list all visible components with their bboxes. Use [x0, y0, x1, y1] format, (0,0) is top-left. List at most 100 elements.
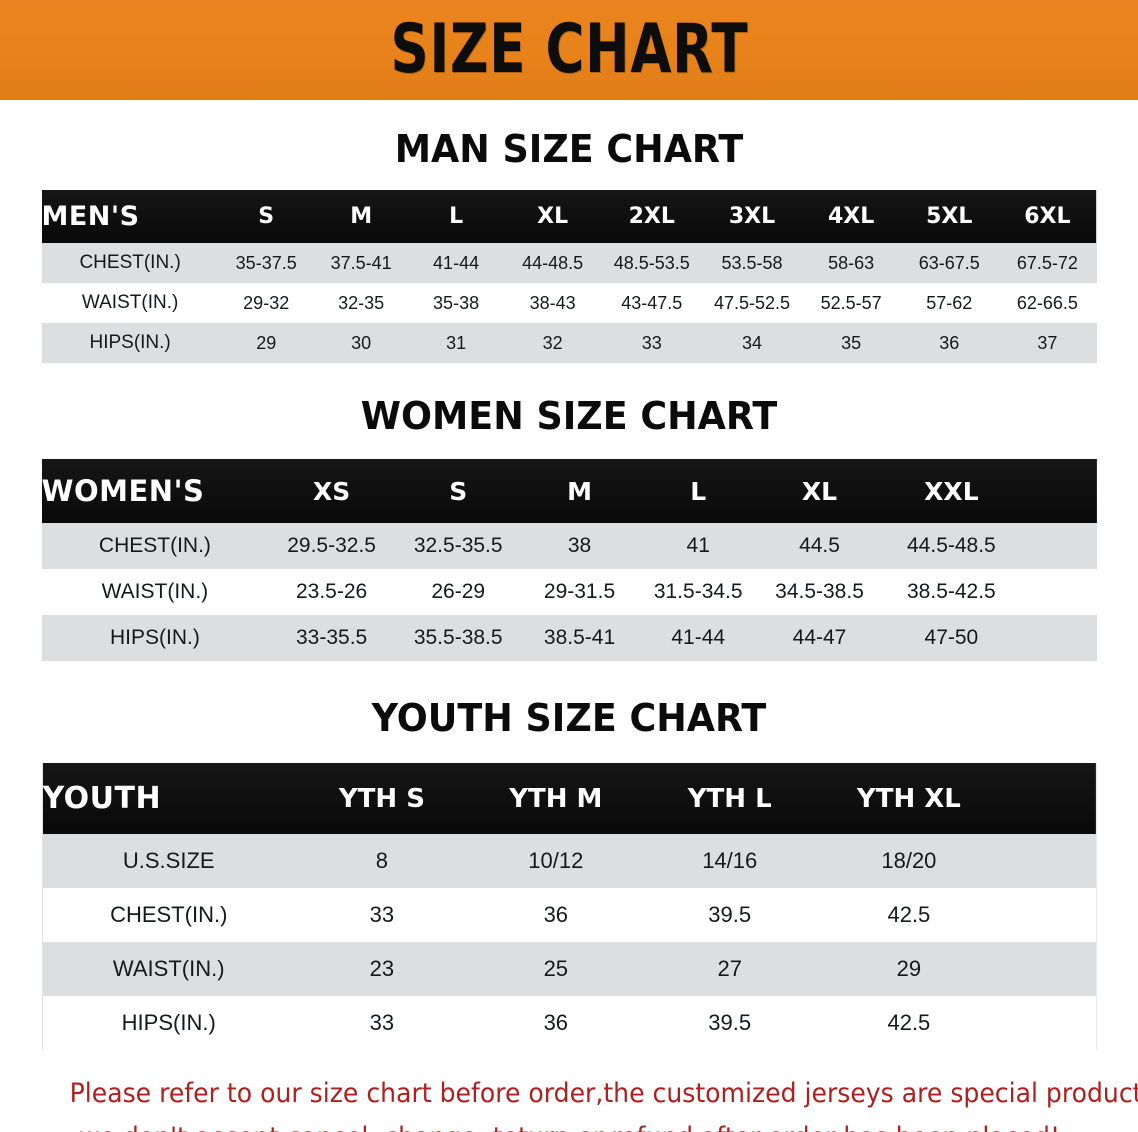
table-cell: 43-47.5 — [621, 292, 683, 313]
table-cell: 48.5-53.5 — [613, 252, 690, 273]
table-cell: 36 — [939, 332, 960, 353]
table-cell: 41-44 — [671, 626, 726, 649]
youth-col-m: YTH M — [509, 783, 603, 814]
man-col-l: L — [449, 204, 464, 229]
table-cell: 41-44 — [433, 252, 480, 273]
table-cell: 67.5-72 — [1016, 252, 1078, 273]
table-cell: 41 — [686, 534, 710, 557]
table-cell: 35-37.5 — [235, 252, 297, 273]
women-col-spacer — [1023, 459, 1097, 523]
table-cell: 57-62 — [926, 292, 973, 313]
table-cell-spacer — [1001, 834, 1096, 888]
man-col-5xl: 5XL — [926, 204, 973, 229]
table-cell-spacer — [1023, 523, 1097, 569]
table-row: CHEST(IN.) 35-37.5 37.5-41 41-44 44-48.5… — [41, 243, 1097, 283]
youth-col-xl: YTH XL — [856, 783, 961, 814]
table-cell: 35 — [841, 332, 862, 353]
table-row: WAIST(IN.) 29-32 32-35 35-38 38-43 43-47… — [41, 283, 1097, 323]
youth-size-table: YOUTH YTH S YTH M YTH L YTH XL U.S.SIZE … — [41, 763, 1097, 1050]
table-cell: 25 — [543, 956, 569, 981]
table-cell: 47-50 — [924, 626, 979, 649]
man-col-3xl: 3XL — [728, 204, 776, 229]
table-cell: 36 — [543, 902, 569, 927]
table-cell: 38.5-42.5 — [907, 580, 996, 603]
table-cell: 63-67.5 — [918, 252, 980, 273]
table-cell-spacer — [1001, 888, 1096, 942]
youth-row-label-waist: WAIST(IN.) — [112, 956, 225, 981]
page-title: SIZE CHART — [390, 10, 748, 89]
table-cell: 42.5 — [887, 902, 931, 927]
table-cell: 29.5-32.5 — [287, 534, 376, 557]
disclaimer-line-2: we don't accept cancel, change, teturn o… — [69, 1116, 1069, 1132]
man-table-wrap: MEN'S S M L XL 2XL 3XL 4XL 5XL 6XL CHEST… — [41, 190, 1097, 363]
table-cell: 36 — [543, 1010, 569, 1035]
table-cell: 33 — [641, 332, 662, 353]
table-row: HIPS(IN.) 33-35.5 35.5-38.5 38.5-41 41-4… — [41, 615, 1097, 661]
table-cell: 30 — [351, 332, 372, 353]
man-size-table: MEN'S S M L XL 2XL 3XL 4XL 5XL 6XL CHEST… — [41, 190, 1097, 363]
women-col-m: M — [567, 476, 592, 506]
table-cell: 53.5-58 — [721, 252, 783, 273]
table-row: WAIST(IN.) 23.5-26 26-29 29-31.5 31.5-34… — [41, 569, 1097, 615]
table-row: WAIST(IN.) 23 25 27 29 — [42, 942, 1096, 996]
table-cell: 29 — [896, 956, 922, 981]
youth-section-title: YOUTH SIZE CHART — [371, 696, 767, 740]
women-section-title: WOMEN SIZE CHART — [360, 394, 778, 438]
table-cell: 38-43 — [529, 292, 576, 313]
table-cell: 26-29 — [431, 580, 486, 603]
table-row: CHEST(IN.) 29.5-32.5 32.5-35.5 38 41 44.… — [41, 523, 1097, 569]
table-cell: 23.5-26 — [295, 580, 368, 603]
table-cell: 29-31.5 — [543, 580, 616, 603]
youth-row-label-hips: HIPS(IN.) — [121, 1010, 216, 1035]
table-cell: 39.5 — [708, 1010, 752, 1035]
women-row-label-chest: CHEST(IN.) — [98, 534, 211, 557]
table-cell: 38.5-41 — [543, 626, 616, 649]
man-header-row: MEN'S S M L XL 2XL 3XL 4XL 5XL 6XL — [41, 190, 1097, 243]
man-col-6xl: 6XL — [1024, 204, 1071, 229]
women-col-xl: XL — [801, 476, 838, 506]
table-cell: 8 — [375, 848, 389, 873]
women-col-l: L — [690, 476, 707, 506]
man-row-label-chest: CHEST(IN.) — [79, 252, 181, 273]
table-cell: 35.5-38.5 — [413, 626, 503, 649]
table-cell: 52.5-57 — [820, 292, 882, 313]
table-cell: 31 — [446, 332, 467, 353]
man-col-4xl: 4XL — [828, 204, 875, 229]
man-table-body: CHEST(IN.) 35-37.5 37.5-41 41-44 44-48.5… — [41, 243, 1097, 363]
women-table-body: CHEST(IN.) 29.5-32.5 32.5-35.5 38 41 44.… — [41, 523, 1097, 661]
table-cell: 39.5 — [708, 902, 752, 927]
youth-col-s: YTH S — [338, 783, 425, 814]
table-cell: 38 — [567, 534, 592, 557]
table-cell: 44.5-48.5 — [907, 534, 996, 557]
man-row-label-waist: WAIST(IN.) — [81, 292, 179, 313]
man-col-s: S — [258, 204, 275, 229]
table-cell: 44-47 — [792, 626, 847, 649]
table-cell: 23 — [369, 956, 395, 981]
youth-corner-label: YOUTH — [42, 781, 162, 816]
table-cell: 37 — [1037, 332, 1058, 353]
youth-row-label-ussize: U.S.SIZE — [122, 848, 215, 873]
table-cell: 14/16 — [702, 848, 758, 873]
table-cell: 33-35.5 — [295, 626, 368, 649]
table-cell: 32.5-35.5 — [413, 534, 503, 557]
youth-table-wrap: YOUTH YTH S YTH M YTH L YTH XL U.S.SIZE … — [41, 763, 1097, 1050]
table-cell: 32 — [542, 332, 563, 353]
women-row-label-hips: HIPS(IN.) — [109, 626, 200, 649]
table-cell-spacer — [1001, 996, 1096, 1050]
table-cell: 29-32 — [243, 292, 290, 313]
women-table-head: WOMEN'S XS S M L XL XXL — [41, 459, 1097, 523]
table-cell: 37.5-41 — [330, 252, 392, 273]
table-row: HIPS(IN.) 29 30 31 32 33 34 35 36 37 — [41, 323, 1097, 363]
youth-header-row: YOUTH YTH S YTH M YTH L YTH XL — [42, 763, 1096, 834]
table-cell: 58-63 — [828, 252, 875, 273]
women-col-s: S — [449, 476, 468, 506]
table-cell: 31.5-34.5 — [653, 580, 743, 603]
women-corner-label: WOMEN'S — [41, 474, 205, 508]
women-size-table: WOMEN'S XS S M L XL XXL CHEST(IN.) 29.5-… — [41, 459, 1097, 661]
disclaimer-text: Please refer to our size chart before or… — [69, 1072, 1138, 1132]
table-cell: 18/20 — [881, 848, 937, 873]
man-row-label-hips: HIPS(IN.) — [89, 332, 171, 353]
table-cell: 47.5-52.5 — [713, 292, 791, 313]
youth-table-body: U.S.SIZE 8 10/12 14/16 18/20 CHEST(IN.) … — [42, 834, 1096, 1050]
youth-table-head: YOUTH YTH S YTH M YTH L YTH XL — [42, 763, 1096, 834]
